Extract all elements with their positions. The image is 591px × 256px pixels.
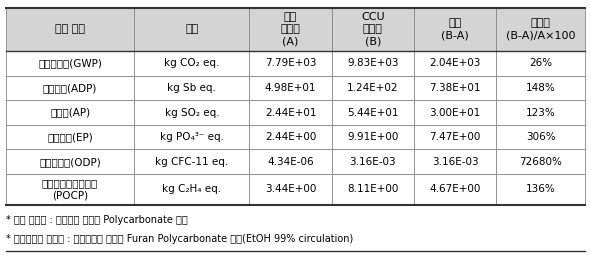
Bar	[414, 51, 496, 76]
Bar	[249, 100, 332, 125]
Text: 3.16E-03: 3.16E-03	[432, 157, 479, 167]
Text: kg Sb eq.: kg Sb eq.	[167, 83, 216, 93]
Text: 지구온난화(GWP): 지구온난화(GWP)	[38, 58, 102, 68]
Text: 5.44E+01: 5.44E+01	[347, 108, 398, 118]
Text: 오존층파괴(ODP): 오존층파괴(ODP)	[39, 157, 101, 167]
Text: 8.11E+00: 8.11E+00	[347, 184, 398, 194]
Bar	[134, 8, 249, 51]
Bar	[414, 8, 496, 51]
Text: * 기존 시스템 : 화석원료 기반의 Polycarbonate 생산: * 기존 시스템 : 화석원료 기반의 Polycarbonate 생산	[6, 215, 188, 225]
Bar	[6, 150, 134, 174]
Bar	[249, 150, 332, 174]
Bar	[134, 76, 249, 100]
Text: 증감율
(B-A)/A×100: 증감율 (B-A)/A×100	[506, 18, 576, 40]
Bar	[496, 8, 585, 51]
Text: kg CO₂ eq.: kg CO₂ eq.	[164, 58, 219, 68]
Bar	[496, 174, 585, 205]
Bar	[414, 100, 496, 125]
Bar	[414, 174, 496, 205]
Text: 7.79E+03: 7.79E+03	[265, 58, 316, 68]
Text: 4.67E+00: 4.67E+00	[430, 184, 481, 194]
Bar	[496, 125, 585, 150]
Text: 123%: 123%	[526, 108, 556, 118]
Bar	[134, 125, 249, 150]
Text: 7.38E+01: 7.38E+01	[429, 83, 481, 93]
Bar	[332, 150, 414, 174]
Text: 306%: 306%	[526, 132, 556, 142]
Bar	[496, 100, 585, 125]
Text: kg SO₂ eq.: kg SO₂ eq.	[164, 108, 219, 118]
Text: 자원소모(ADP): 자원소모(ADP)	[43, 83, 98, 93]
Bar	[6, 100, 134, 125]
Bar	[6, 76, 134, 100]
Bar	[249, 8, 332, 51]
Text: 영향 범주: 영향 범주	[55, 24, 85, 34]
Text: kg PO₄³⁻ eq.: kg PO₄³⁻ eq.	[160, 132, 224, 142]
Bar	[249, 125, 332, 150]
Bar	[6, 125, 134, 150]
Bar	[332, 76, 414, 100]
Text: 단위: 단위	[185, 24, 199, 34]
Bar	[414, 125, 496, 150]
Bar	[249, 76, 332, 100]
Bar	[332, 174, 414, 205]
Text: kg CFC-11 eq.: kg CFC-11 eq.	[155, 157, 229, 167]
Text: 차이
(B-A): 차이 (B-A)	[441, 18, 469, 40]
Bar	[6, 8, 134, 51]
Bar	[496, 51, 585, 76]
Text: 4.98E+01: 4.98E+01	[265, 83, 316, 93]
Text: 26%: 26%	[529, 58, 552, 68]
Bar	[496, 76, 585, 100]
Bar	[249, 174, 332, 205]
Bar	[414, 76, 496, 100]
Text: 9.83E+03: 9.83E+03	[347, 58, 398, 68]
Bar	[332, 100, 414, 125]
Text: 72680%: 72680%	[519, 157, 562, 167]
Text: 1.24E+02: 1.24E+02	[347, 83, 398, 93]
Text: kg C₂H₄ eq.: kg C₂H₄ eq.	[163, 184, 222, 194]
Bar	[249, 51, 332, 76]
Bar	[414, 150, 496, 174]
Bar	[496, 150, 585, 174]
Text: 9.91E+00: 9.91E+00	[347, 132, 398, 142]
Text: 2.44E+01: 2.44E+01	[265, 108, 316, 118]
Bar	[332, 8, 414, 51]
Text: 기존
시스템
(A): 기존 시스템 (A)	[281, 12, 300, 46]
Bar	[332, 125, 414, 150]
Text: CCU
시스템
(B): CCU 시스템 (B)	[361, 12, 385, 46]
Bar	[6, 51, 134, 76]
Text: 2.44E+00: 2.44E+00	[265, 132, 316, 142]
Text: 산성화(AP): 산성화(AP)	[50, 108, 90, 118]
Text: 3.44E+00: 3.44E+00	[265, 184, 316, 194]
Text: 3.00E+01: 3.00E+01	[430, 108, 480, 118]
Text: * 탄소자원화 시스템 : 탄소자원화 기반의 Furan Polycarbonate 생산(EtOH 99% circulation): * 탄소자원화 시스템 : 탄소자원화 기반의 Furan Polycarbon…	[6, 234, 353, 244]
Bar	[134, 100, 249, 125]
Text: 136%: 136%	[526, 184, 556, 194]
Text: 7.47E+00: 7.47E+00	[430, 132, 481, 142]
Text: 광화학적산화물생성
(POCP): 광화학적산화물생성 (POCP)	[42, 178, 98, 200]
Bar	[134, 174, 249, 205]
Bar	[332, 51, 414, 76]
Text: 2.04E+03: 2.04E+03	[430, 58, 481, 68]
Text: 148%: 148%	[526, 83, 556, 93]
Text: 3.16E-03: 3.16E-03	[349, 157, 396, 167]
Bar	[134, 150, 249, 174]
Text: 4.34E-06: 4.34E-06	[267, 157, 314, 167]
Bar	[6, 174, 134, 205]
Text: 부영양화(EP): 부영양화(EP)	[47, 132, 93, 142]
Bar	[134, 51, 249, 76]
